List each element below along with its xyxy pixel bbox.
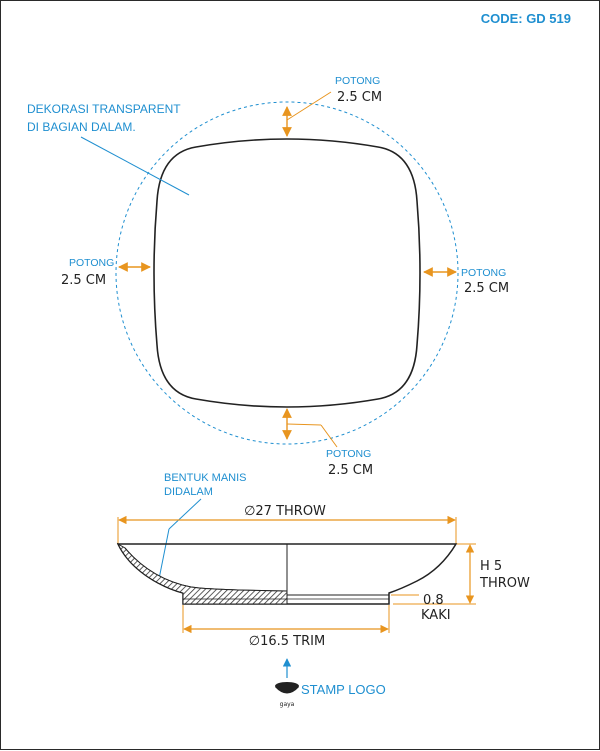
stamp-logo-label: STAMP LOGO bbox=[301, 682, 386, 697]
shape-note-leader bbox=[168, 498, 202, 530]
cut-bottom-leader bbox=[286, 423, 322, 426]
cut-left-label: POTONG bbox=[69, 257, 114, 269]
shape-note-line2: DIDALAM bbox=[164, 486, 213, 498]
cut-top-leader bbox=[286, 91, 332, 121]
throw-diameter-label: ∅27 THROW bbox=[244, 504, 326, 519]
decoration-note-line1: DEKORASI TRANSPARENT bbox=[27, 102, 181, 116]
foot-value: 0.8 bbox=[423, 593, 444, 608]
decoration-leader-line bbox=[80, 136, 190, 196]
height-label-line2: THROW bbox=[479, 576, 530, 591]
foot-label: KAKI bbox=[421, 608, 451, 623]
stamp-logo-text: gaya bbox=[280, 701, 295, 708]
bowl-section-hatch bbox=[116, 542, 288, 605]
cut-right-value: 2.5 CM bbox=[464, 281, 509, 296]
shape-note-line1: BENTUK MANIS bbox=[164, 472, 247, 484]
plate-square-outline bbox=[153, 138, 421, 408]
top-view: DEKORASI TRANSPARENT DI BAGIAN DALAM. PO… bbox=[27, 75, 509, 478]
cut-bottom-leader-2 bbox=[320, 424, 338, 448]
trim-diameter-label: ∅16.5 TRIM bbox=[249, 634, 325, 649]
section-view: BENTUK MANIS DIDALAM ∅27 THROW H 5 THROW… bbox=[116, 472, 530, 649]
stamp-logo-block: gaya STAMP LOGO bbox=[275, 658, 386, 708]
gaya-logo-icon bbox=[275, 682, 299, 694]
cut-right-label: POTONG bbox=[461, 267, 506, 279]
height-label-line1: H 5 bbox=[480, 559, 502, 574]
shape-note-leader-2 bbox=[158, 528, 170, 580]
throw-circle-outline bbox=[115, 101, 459, 445]
cut-left-value: 2.5 CM bbox=[61, 273, 106, 288]
decoration-note-line2: DI BAGIAN DALAM. bbox=[27, 120, 136, 134]
cut-top-value: 2.5 CM bbox=[337, 90, 382, 105]
cut-top-label: POTONG bbox=[335, 75, 380, 87]
product-code: CODE: GD 519 bbox=[481, 11, 571, 26]
cut-bottom-value: 2.5 CM bbox=[328, 463, 373, 478]
cut-bottom-label: POTONG bbox=[326, 448, 371, 460]
